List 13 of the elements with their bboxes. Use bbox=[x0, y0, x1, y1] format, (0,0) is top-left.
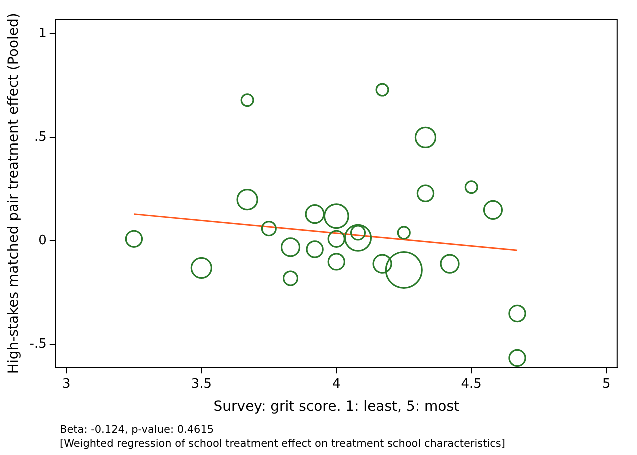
text: [Weighted regression of school treatment effect on treatment school characteristics] bbox=[60, 437, 506, 451]
y-tick-label: .5 bbox=[34, 130, 47, 146]
y-tick-label: 1 bbox=[38, 26, 47, 42]
x-tick-label: 3.5 bbox=[191, 376, 212, 392]
y-axis-title: High-stakes matched pair treatment effect (Pooled) bbox=[6, 13, 22, 374]
x-tick-label: 4.5 bbox=[461, 376, 482, 392]
y-tick-label: 0 bbox=[38, 234, 47, 249]
x-tick-label: 4 bbox=[332, 376, 341, 392]
x-tick-label: 3 bbox=[62, 376, 71, 392]
x-axis-title: Survey: grit score. 1: least, 5: most bbox=[214, 399, 460, 416]
x-tick-label: 5 bbox=[602, 376, 611, 392]
y-tick-label: -.5 bbox=[30, 337, 47, 352]
text: Beta: -0.124, p-value: 0.4615 bbox=[60, 423, 216, 437]
